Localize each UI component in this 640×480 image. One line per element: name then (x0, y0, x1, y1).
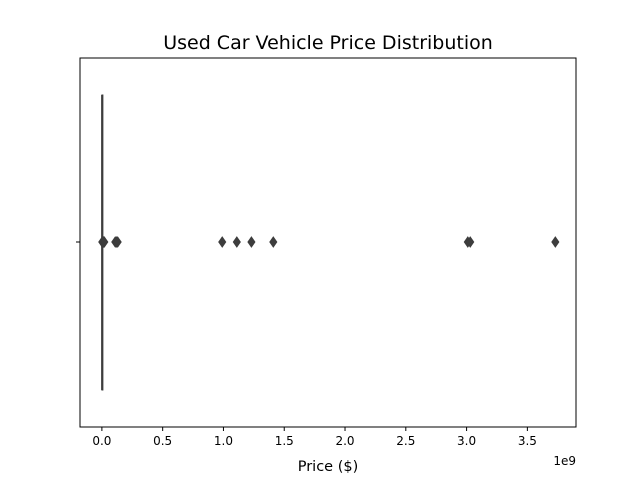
outlier-point (100, 236, 109, 248)
x-tick-label: 0.0 (92, 434, 111, 448)
x-tick-label: 2.5 (396, 434, 415, 448)
x-tick-label: 2.0 (335, 434, 354, 448)
plot-area (79, 57, 577, 428)
outlier-point (113, 236, 122, 248)
outlier-point (551, 236, 560, 248)
x-tick-label: 1.0 (214, 434, 233, 448)
outlier-point (218, 236, 227, 248)
x-axis-offset-label: 1e9 (553, 454, 576, 468)
outlier-point (232, 236, 241, 248)
outlier-point (269, 236, 278, 248)
x-tick-label: 1.5 (275, 434, 294, 448)
x-tick-label: 3.0 (457, 434, 476, 448)
x-axis-label: Price ($) (298, 459, 359, 475)
plot-frame (79, 57, 577, 428)
x-axis-ticks: 0.0 0.5 1.0 1.5 2.0 2.5 3.0 3.5 (76, 241, 537, 448)
chart-title: Used Car Vehicle Price Distribution (163, 32, 493, 54)
outlier-point (466, 236, 475, 248)
x-tick-label: 0.5 (153, 434, 172, 448)
outlier-group (98, 236, 560, 248)
outlier-point (247, 236, 256, 248)
x-tick-label: 3.5 (518, 434, 537, 448)
